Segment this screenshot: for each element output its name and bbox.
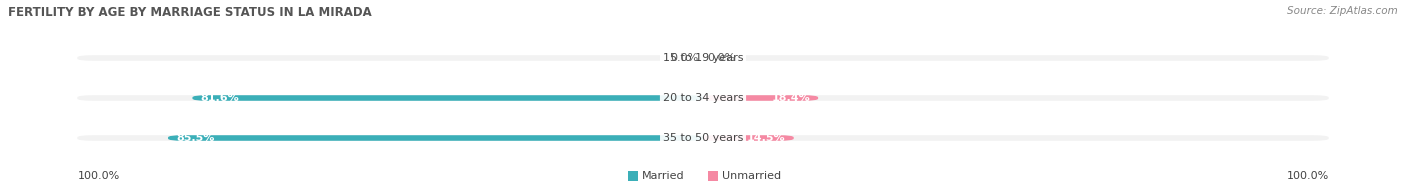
Text: 35 to 50 years: 35 to 50 years — [662, 133, 744, 143]
Text: 15 to 19 years: 15 to 19 years — [662, 53, 744, 63]
Text: 100.0%: 100.0% — [77, 171, 120, 181]
Text: 0.0%: 0.0% — [671, 53, 699, 63]
Text: 14.5%: 14.5% — [747, 133, 786, 143]
Text: Married: Married — [643, 171, 685, 181]
Text: 85.5%: 85.5% — [176, 133, 215, 143]
Text: 100.0%: 100.0% — [1286, 171, 1329, 181]
Text: 18.4%: 18.4% — [772, 93, 810, 103]
Text: FERTILITY BY AGE BY MARRIAGE STATUS IN LA MIRADA: FERTILITY BY AGE BY MARRIAGE STATUS IN L… — [8, 6, 371, 19]
Text: Unmarried: Unmarried — [723, 171, 782, 181]
Text: 0.0%: 0.0% — [707, 53, 735, 63]
Text: 20 to 34 years: 20 to 34 years — [662, 93, 744, 103]
Text: Source: ZipAtlas.com: Source: ZipAtlas.com — [1288, 6, 1398, 16]
Text: 81.6%: 81.6% — [201, 93, 239, 103]
